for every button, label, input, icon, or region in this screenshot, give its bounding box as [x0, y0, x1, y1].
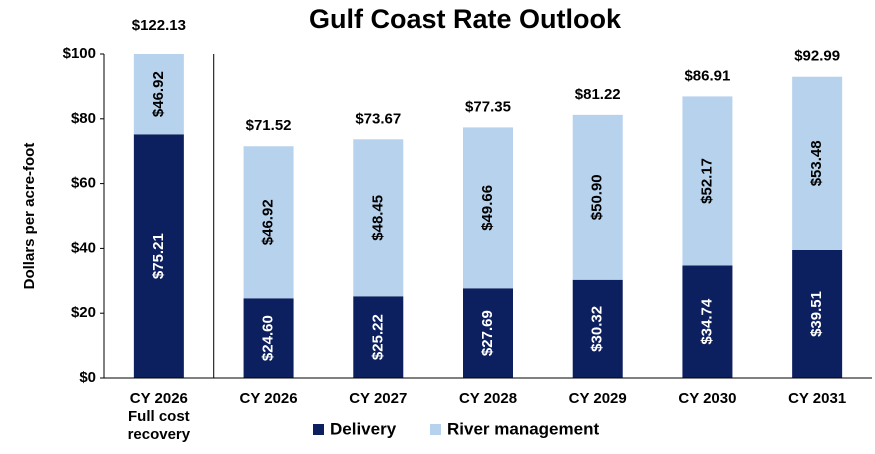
value-label: $24.60	[260, 315, 277, 361]
bar-segment	[682, 96, 733, 266]
y-axis-label: Dollars per acre-foot	[21, 143, 38, 290]
y-tick-label: $60	[71, 175, 96, 192]
bar-segment	[463, 288, 513, 378]
x-tick-label: CY 2031	[788, 390, 847, 407]
x-tick-label: CY 2029	[568, 390, 627, 407]
total-label: $73.67	[355, 110, 401, 127]
total-label: $122.13	[132, 17, 186, 34]
value-label: $46.92	[260, 199, 277, 245]
value-label: $25.22	[369, 314, 386, 360]
value-label: $50.90	[589, 174, 606, 220]
x-tick-label: CY 2028	[458, 390, 518, 407]
x-tick-label: CY 2027	[349, 390, 408, 407]
y-tick-label: $0	[79, 369, 96, 386]
bar-segment	[353, 139, 404, 297]
bar-segment	[243, 298, 294, 378]
y-tick-label: $80	[71, 110, 96, 127]
bar-segment	[133, 54, 184, 135]
bar-segment	[572, 279, 623, 378]
legend-swatch	[313, 424, 324, 435]
bar-segment	[792, 249, 843, 378]
value-label: $27.69	[479, 310, 496, 356]
bar-segment	[463, 127, 513, 289]
total-label: $77.35	[465, 98, 511, 115]
value-label: $48.45	[369, 195, 386, 241]
value-label: $34.74	[698, 298, 715, 345]
value-label: $46.92	[150, 71, 167, 117]
value-label: $39.51	[808, 291, 825, 337]
value-label: $53.48	[808, 140, 825, 186]
bars	[133, 54, 843, 378]
bar-segment	[133, 134, 184, 378]
legend-swatch	[430, 424, 441, 435]
value-label: $52.17	[698, 158, 715, 204]
bar-segment	[682, 265, 733, 378]
bar-segment	[353, 296, 404, 378]
x-tick-label: CY 2026	[239, 390, 298, 407]
x-tick-label: CY 2026 Full cost recovery	[127, 390, 191, 443]
bar-segment	[243, 146, 294, 299]
y-tick-label: $20	[71, 304, 96, 321]
x-tick-label: CY 2030	[678, 390, 737, 407]
chart-title: Gulf Coast Rate Outlook	[309, 4, 622, 34]
total-label: $71.52	[246, 117, 292, 134]
legend-label: River management	[447, 419, 599, 438]
value-label: $49.66	[479, 185, 496, 231]
y-tick-label: $100	[63, 45, 96, 62]
bar-segment	[792, 76, 843, 250]
total-label: $92.99	[794, 48, 840, 65]
value-label: $30.32	[589, 306, 606, 352]
value-label: $75.21	[150, 233, 167, 279]
y-tick-label: $40	[71, 239, 96, 256]
legend-label: Delivery	[330, 419, 397, 438]
bar-segment	[572, 114, 623, 280]
total-label: $81.22	[575, 86, 621, 103]
total-label: $86.91	[684, 67, 730, 84]
